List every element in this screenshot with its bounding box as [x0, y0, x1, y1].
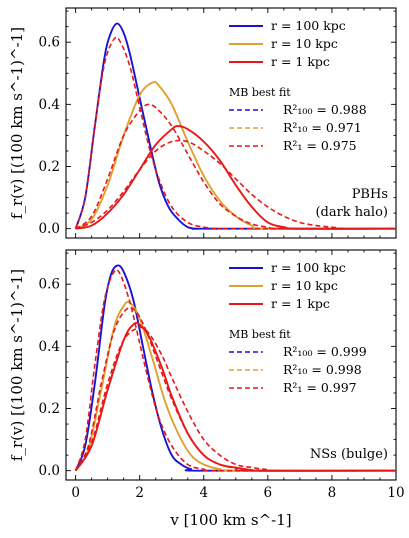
bottom-x-tick-label: 8 — [328, 485, 337, 501]
bottom-legend-label: r = 100 kpc — [271, 260, 346, 275]
bottom-y-axis-label: f_r(v) [(100 km s^-1)^-1] — [8, 269, 26, 461]
top-axis-ticks: 0.0 0.2 0.4 0.6 — [39, 8, 397, 238]
top-y-tick-label: 0.4 — [39, 97, 60, 113]
bottom-y-tick-label: 0.0 — [39, 463, 60, 479]
bottom-series-group — [74, 264, 397, 472]
bottom-y-tick-label: 0.4 — [39, 339, 60, 355]
bottom-legend-label: r = 1 kpc — [271, 296, 330, 311]
top-y-axis-label: f_r(v) [(100 km s^-1)^-1] — [8, 27, 26, 219]
top-series-group — [74, 22, 397, 230]
bottom-legend-fit-label: R²₁₀₀ = 0.999 — [283, 344, 367, 359]
top-legend-label: r = 10 kpc — [271, 36, 338, 51]
bottom-axis-ticks: 0 2 4 6 8 10 0.0 0.2 0.4 0.6 — [39, 250, 405, 501]
top-legend-label: r = 1 kpc — [271, 54, 330, 69]
bottom-legend-fit-label: R²₁ = 0.997 — [283, 380, 357, 395]
top-legend-fit-label: R²₁ = 0.975 — [283, 138, 357, 153]
bottom-x-tick-label: 2 — [135, 485, 144, 501]
top-legend-fit-label: R²₁₀ = 0.971 — [283, 120, 362, 135]
x-axis-label: v [100 km s^-1] — [169, 511, 291, 529]
bottom-x-tick-label: 6 — [264, 485, 273, 501]
top-series-line — [75, 80, 397, 230]
bottom-y-tick-label: 0.2 — [39, 401, 60, 417]
top-annotation-line1: PBHs — [352, 187, 388, 202]
top-legend-title: MB best fit — [229, 86, 291, 99]
bottom-series-line — [74, 264, 397, 472]
top-legend-fit-label: R²₁₀₀ = 0.988 — [283, 102, 367, 117]
top-annotation-line2: (dark halo) — [315, 205, 388, 220]
top-series-line — [74, 36, 396, 230]
bottom-series-line — [74, 326, 397, 472]
bottom-legend: r = 100 kpc r = 10 kpc r = 1 kpc MB best fi… — [229, 260, 367, 395]
bottom-x-tick-label: 4 — [199, 485, 208, 501]
bottom-legend-label: r = 10 kpc — [271, 278, 338, 293]
bottom-x-tick-label: 0 — [71, 485, 80, 501]
bottom-annotation: NSs (bulge) — [310, 447, 388, 462]
top-y-tick-label: 0.6 — [39, 35, 60, 51]
top-series-line — [75, 139, 397, 230]
bottom-series-line — [74, 268, 397, 472]
bottom-panel: 0 2 4 6 8 10 0.0 0.2 0.4 0.6 r = 100 kpc r = 10 kp… — [8, 249, 405, 529]
bottom-plot-frame — [65, 249, 397, 481]
bottom-y-tick-label: 0.6 — [39, 277, 60, 293]
bottom-legend-title: MB best fit — [229, 328, 291, 341]
top-y-tick-label: 0.0 — [39, 221, 60, 237]
bottom-series-line — [74, 306, 397, 472]
top-panel: 0.0 0.2 0.4 0.6 r = 100 kpc r = 10 kpc r = 1 … — [8, 7, 397, 239]
bottom-x-tick-label: 10 — [387, 485, 404, 501]
top-legend-label: r = 100 kpc — [271, 18, 346, 33]
top-plot-frame — [65, 7, 397, 239]
top-y-tick-label: 0.2 — [39, 159, 60, 175]
top-series-line — [75, 103, 397, 230]
top-legend: r = 100 kpc r = 10 kpc r = 1 kpc MB best fi… — [229, 18, 367, 153]
bottom-legend-fit-label: R²₁₀ = 0.998 — [283, 362, 362, 377]
top-series-line — [75, 125, 397, 230]
